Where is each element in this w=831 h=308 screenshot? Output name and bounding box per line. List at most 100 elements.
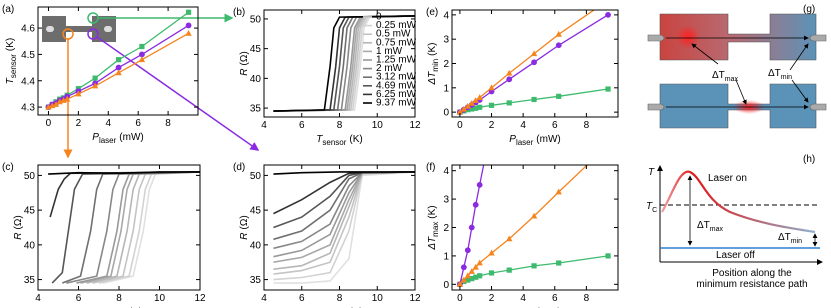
- marker: [530, 50, 538, 57]
- label-sub: min: [431, 59, 440, 72]
- marker: [530, 212, 538, 219]
- device-inset: [42, 16, 116, 42]
- marker: [468, 99, 475, 106]
- y-tick-label: 45: [250, 44, 262, 55]
- plot-area: [45, 9, 192, 110]
- dt-max-label: ΔTmax: [697, 220, 724, 233]
- y-tick-label: 35: [24, 275, 36, 286]
- legend-label: 0.25 mW: [376, 20, 417, 31]
- y-tick-label: 4: [443, 166, 449, 177]
- legend-label: 4.69 mW: [376, 80, 417, 91]
- marker: [476, 259, 483, 266]
- marker: [115, 57, 122, 63]
- x-tick-label: 6: [552, 120, 558, 131]
- label-sub: sensor: [322, 138, 346, 147]
- x-tick-label: 4: [261, 120, 267, 131]
- label-unit: (mW): [536, 134, 560, 145]
- axis-label: R (Ω): [13, 215, 24, 239]
- x-tick-label: 10: [154, 293, 166, 304]
- dt-max-label: ΔTmax: [712, 70, 739, 83]
- y-tick-label: 35: [250, 104, 262, 115]
- label-unit: (Ω): [239, 215, 250, 229]
- marker: [139, 51, 145, 58]
- panel-label: (h): [803, 154, 815, 165]
- x-tick-label: 6: [552, 293, 558, 304]
- series-line: [76, 171, 200, 284]
- marker: [465, 277, 471, 283]
- x-tick-label: 6: [299, 120, 305, 131]
- marker: [115, 69, 122, 76]
- label-sub: sensor: [9, 54, 18, 78]
- marker: [488, 270, 495, 276]
- axis-label: ΔTmax (K): [427, 205, 440, 250]
- y-tick-label: 35: [250, 275, 262, 286]
- marker: [531, 96, 537, 103]
- label-main: T: [5, 77, 16, 84]
- y-tick-label: 1: [443, 251, 449, 262]
- legend-label: 9.37 mW: [376, 98, 417, 109]
- label-unit: (Ω): [239, 51, 250, 65]
- legend-label: 2 mW: [376, 63, 403, 74]
- marker: [472, 263, 479, 270]
- x-tick-label: 8: [584, 120, 590, 131]
- x-tick-label: 12: [194, 293, 206, 304]
- series-line: [273, 171, 415, 258]
- marker: [52, 101, 60, 107]
- axis-label: R (Ω): [239, 51, 250, 75]
- marker: [531, 59, 537, 66]
- marker: [472, 97, 479, 103]
- marker: [488, 84, 495, 91]
- marker: [476, 94, 483, 100]
- marker: [91, 82, 99, 89]
- marker: [555, 42, 562, 49]
- marker: [605, 253, 611, 259]
- x-tick-label: 0: [46, 118, 52, 129]
- x-tick-label: 4: [105, 118, 111, 129]
- marker: [473, 274, 479, 280]
- y-tick-label: 50: [250, 171, 262, 182]
- label-main: T: [316, 134, 323, 145]
- y-tick-label: 45: [250, 206, 262, 217]
- x-tick-label: 8: [165, 118, 171, 129]
- laser-off-label: Laser off: [716, 250, 755, 261]
- marker: [63, 95, 71, 102]
- y-tick-label: 3: [443, 195, 449, 206]
- y-tick-label: 0: [443, 108, 449, 119]
- marker: [75, 90, 82, 97]
- label-unit: (Ω): [13, 215, 24, 229]
- x-tick-label: 8: [337, 293, 343, 304]
- marker: [139, 43, 145, 50]
- x-tick-label: 6: [135, 118, 141, 129]
- label-main: R: [239, 232, 250, 239]
- y-tick-label: 50: [250, 14, 262, 25]
- y-tick-label: 40: [24, 240, 36, 251]
- x-tick-label: 2: [489, 120, 495, 131]
- label-main: R: [13, 232, 24, 239]
- legend-label: 6.25 mW: [376, 89, 417, 100]
- marker: [115, 64, 122, 71]
- x-tick-label: 10: [372, 120, 384, 131]
- x-tick-label: 8: [116, 293, 122, 304]
- marker: [464, 272, 472, 279]
- x-tick-label: 10: [372, 293, 384, 304]
- x-tick-label: 0: [457, 120, 463, 131]
- plot-area: [48, 171, 200, 284]
- marker: [469, 106, 475, 112]
- series-line: [459, 10, 596, 113]
- x-tick-label: 0: [457, 293, 463, 304]
- marker: [456, 108, 464, 115]
- marker: [464, 102, 472, 109]
- marker: [506, 235, 513, 242]
- panel-label: (b): [233, 7, 245, 18]
- label-unit: (K): [427, 205, 438, 218]
- x-axis-label: Position along the: [712, 268, 792, 279]
- series-line: [273, 15, 415, 112]
- legend-label: 0.75 mW: [376, 37, 417, 48]
- x-tick-label: 4: [520, 120, 526, 131]
- marker: [605, 0, 611, 3]
- x-tick-label: 8: [337, 120, 343, 131]
- x-axis-label: minimum resistance path: [696, 279, 807, 290]
- label-main: R: [239, 68, 250, 75]
- plot-frame: [263, 164, 416, 291]
